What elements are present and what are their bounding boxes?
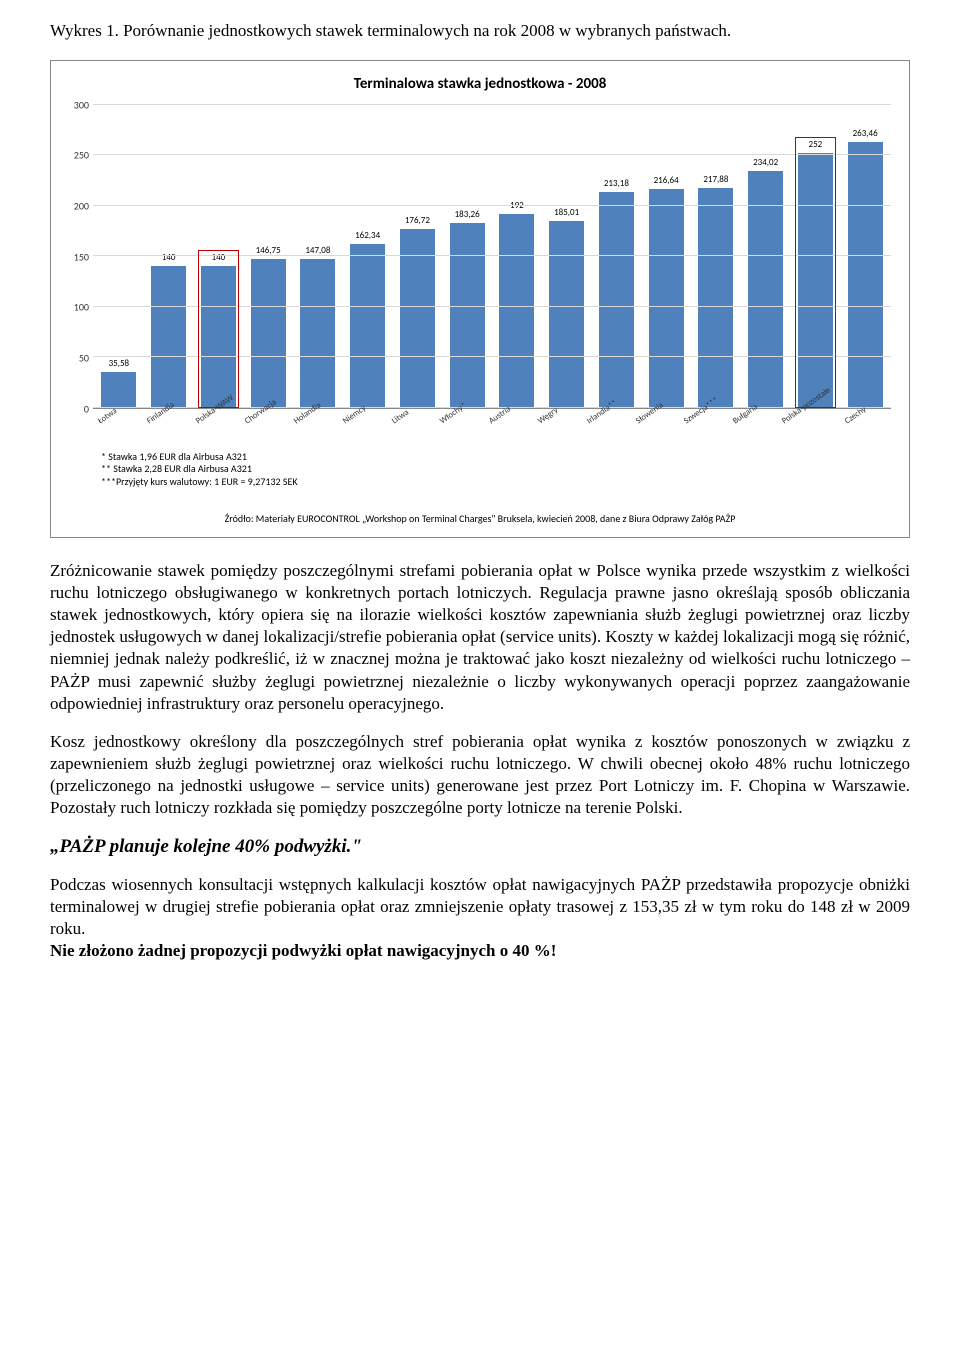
chart-source: Źródło: Materiały EUROCONTROL „Workshop … (65, 512, 895, 525)
chart-bar: 183,26 (450, 223, 485, 408)
bar-slot: 234,02 (744, 105, 788, 408)
gridline (93, 205, 891, 206)
chart-heading: Terminalowa stawka jednostkowa - 2008 (65, 75, 895, 95)
bar-slot: 217,88 (694, 105, 738, 408)
chart-bar: 192 (499, 214, 534, 408)
chart-bar: 140 (151, 266, 186, 407)
gridline (93, 255, 891, 256)
chart-bar: 217,88 (698, 188, 733, 408)
chart-bar: 147,08 (300, 259, 335, 408)
chart-plot: 050100150200250300 35,58140140146,75147,… (93, 105, 891, 445)
bar-value-label: 140 (162, 252, 176, 264)
bar-value-label: 140 (212, 252, 226, 264)
chart-bar: 263,46 (848, 142, 883, 408)
chart-bar: 216,64 (649, 189, 684, 408)
y-tick-label: 200 (74, 199, 89, 212)
bar-slot: 146,75 (246, 105, 290, 408)
bar-value-label: 234,02 (753, 157, 778, 169)
y-tick-label: 300 (74, 98, 89, 111)
gridline (93, 104, 891, 105)
bar-value-label: 183,26 (455, 209, 480, 221)
bar-value-label: 185,01 (554, 207, 579, 219)
bar-slot: 176,72 (396, 105, 440, 408)
chart-bar: 234,02 (748, 171, 783, 407)
bar-slot: 140 (147, 105, 191, 408)
y-tick-label: 100 (74, 301, 89, 314)
bar-slot: 185,01 (545, 105, 589, 408)
footnote-2: ** Stawka 2,28 EUR dla Airbusa A321 (101, 463, 895, 476)
paragraph-2: Kosz jednostkowy określony dla poszczegó… (50, 731, 910, 819)
bar-value-label: 35,58 (109, 358, 130, 370)
bar-slot: 263,46 (843, 105, 887, 408)
y-tick-label: 250 (74, 149, 89, 162)
y-tick-label: 50 (79, 351, 89, 364)
bar-slot: 183,26 (445, 105, 489, 408)
chart-caption: Wykres 1. Porównanie jednostkowych stawe… (50, 20, 910, 42)
bar-value-label: 217,88 (703, 174, 728, 186)
chart-bar: 185,01 (549, 221, 584, 408)
bar-slot: 35,58 (97, 105, 141, 408)
bars-row: 35,58 140 140 146,75 147,08 162,34 176,72 183,2… (93, 105, 891, 408)
chart-bar: 146,75 (251, 259, 286, 407)
paragraph-3: Podczas wiosennych konsultacji wstępnych… (50, 874, 910, 962)
bar-value-label: 176,72 (405, 215, 430, 227)
chart-bar: 252 (798, 153, 833, 408)
chart-container: Terminalowa stawka jednostkowa - 2008 0 5… (50, 60, 910, 538)
chart-bar: 162,34 (350, 244, 385, 408)
paragraph-3-text: Podczas wiosennych konsultacji wstępnych… (50, 875, 910, 938)
y-axis: 050100150200250300 (65, 105, 91, 409)
bar-value-label: 216,64 (654, 175, 679, 187)
bar-slot: 216,64 (644, 105, 688, 408)
paragraph-3-bold: Nie złożono żadnej propozycji podwyżki o… (50, 941, 556, 960)
bar-slot: 162,34 (346, 105, 390, 408)
bar-value-label: 252 (809, 139, 823, 151)
gridline (93, 356, 891, 357)
y-tick-label: 0 (84, 402, 89, 415)
bar-value-label: 263,46 (853, 128, 878, 140)
bar-slot: 213,18 (595, 105, 639, 408)
gridline (93, 154, 891, 155)
bar-slot: 140 (197, 105, 241, 408)
x-axis-labels: ŁotwaFinlandiaPolska-WAWChorwacjaHolandi… (93, 409, 891, 445)
section-heading: „PAŻP planuje kolejne 40% podwyżki." (50, 835, 910, 860)
chart-bar: 213,18 (599, 192, 634, 407)
chart-footnotes: * Stawka 1,96 EUR dla Airbusa A321 ** St… (101, 451, 895, 489)
bar-slot: 147,08 (296, 105, 340, 408)
gridline (93, 306, 891, 307)
footnote-3: ***Przyjęty kurs walutowy: 1 EUR = 9,271… (101, 476, 895, 489)
bar-value-label: 162,34 (355, 230, 380, 242)
bar-value-label: 213,18 (604, 178, 629, 190)
plot-area: 35,58 140 140 146,75 147,08 162,34 176,72 183,2… (93, 105, 891, 409)
paragraph-1: Zróżnicowanie stawek pomiędzy poszczegól… (50, 560, 910, 715)
bar-slot: 192 (495, 105, 539, 408)
bar-slot: 252 (794, 105, 838, 408)
y-tick-label: 150 (74, 250, 89, 263)
chart-bar: 140 (201, 266, 236, 407)
